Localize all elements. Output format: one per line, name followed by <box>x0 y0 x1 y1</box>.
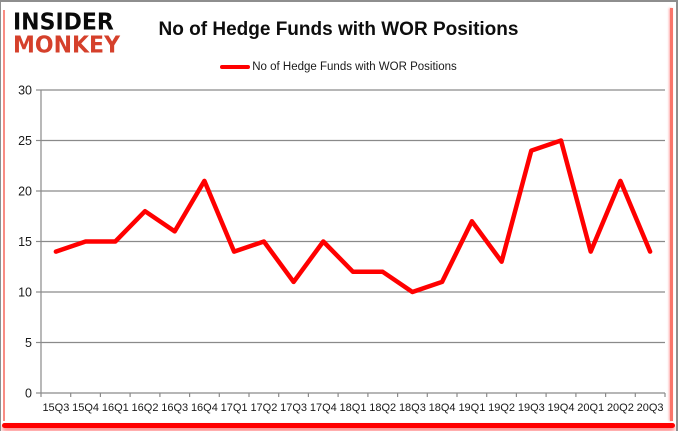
legend: No of Hedge Funds with WOR Positions <box>1 61 676 73</box>
x-tick-label: 20Q3 <box>637 402 664 414</box>
x-tick-label: 16Q2 <box>132 402 159 414</box>
logo-text-monkey: MONKEY <box>13 32 121 59</box>
x-tick-label: 19Q1 <box>458 402 485 414</box>
y-tick-label: 30 <box>18 84 32 98</box>
x-tick-label: 20Q1 <box>577 402 604 414</box>
x-tick-label: 16Q4 <box>191 402 218 414</box>
red-accent-right <box>670 8 673 421</box>
x-tick-label: 15Q4 <box>72 402 99 414</box>
logo-text-insider: INSIDER <box>13 9 114 36</box>
red-accent-bottom <box>2 423 675 428</box>
y-tick-label: 0 <box>25 387 32 401</box>
y-tick-label: 20 <box>18 185 32 199</box>
y-tick-label: 10 <box>18 286 32 300</box>
legend-label: No of Hedge Funds with WOR Positions <box>252 61 457 73</box>
x-tick-label: 19Q2 <box>488 402 515 414</box>
y-tick-label: 15 <box>18 235 32 249</box>
x-tick-label: 17Q2 <box>250 402 277 414</box>
x-tick-label: 18Q1 <box>340 402 367 414</box>
x-tick-label: 16Q3 <box>161 402 188 414</box>
x-tick-label: 15Q3 <box>42 402 69 414</box>
y-tick-label: 25 <box>18 134 32 148</box>
x-tick-label: 18Q4 <box>429 402 456 414</box>
series-line <box>53 138 653 295</box>
x-tick-label: 18Q2 <box>369 402 396 414</box>
x-tick-label: 18Q3 <box>399 402 426 414</box>
x-tick-label: 20Q2 <box>607 402 634 414</box>
x-tick-label: 17Q4 <box>310 402 337 414</box>
x-tick-label: 19Q4 <box>548 402 575 414</box>
x-tick-label: 17Q3 <box>280 402 307 414</box>
legend-line-marker <box>220 65 251 69</box>
red-accent-left <box>3 10 5 421</box>
insider-monkey-logo: INSIDER MONKEY <box>13 9 121 59</box>
chart-title: No of Hedge Funds with WOR Positions <box>158 19 519 40</box>
x-tick-label: 19Q3 <box>518 402 545 414</box>
x-tick-label: 17Q1 <box>221 402 248 414</box>
y-tick-label: 5 <box>25 336 32 350</box>
x-tick-label: 16Q1 <box>102 402 129 414</box>
